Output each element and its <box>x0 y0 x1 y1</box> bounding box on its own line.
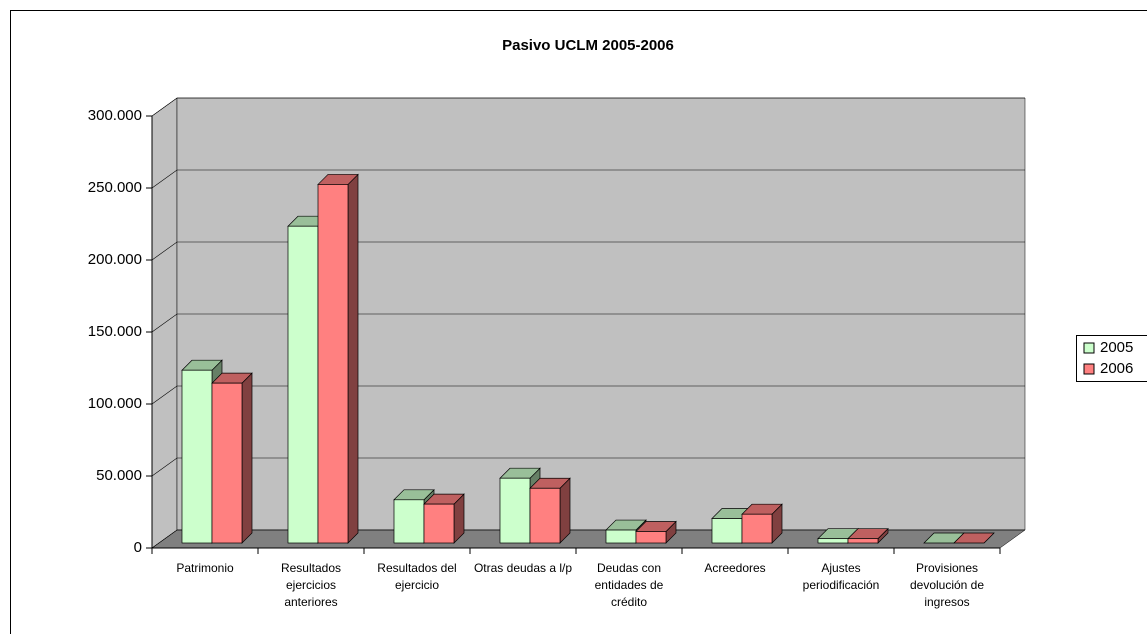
legend-swatch <box>1083 363 1095 375</box>
bar <box>711 518 743 544</box>
grid-line <box>151 457 1025 477</box>
y-tick-label: 250.000 <box>88 179 142 196</box>
y-tick-label: 100.000 <box>88 395 142 412</box>
legend-label: 2005 <box>1100 339 1133 356</box>
bar <box>423 503 455 544</box>
grid-line <box>151 97 1025 117</box>
bar <box>211 382 243 544</box>
bar-side <box>241 372 253 544</box>
y-tick-label: 300.000 <box>88 107 142 124</box>
bar <box>287 225 319 544</box>
bar <box>499 477 531 544</box>
legend-label: 2006 <box>1100 360 1133 377</box>
x-tick-label: Resultados del ejercicio <box>377 561 457 592</box>
bar <box>817 538 849 544</box>
bar <box>317 184 349 544</box>
x-tick-label: Patrimonio <box>176 561 234 575</box>
bar <box>529 487 561 544</box>
bar <box>847 538 879 544</box>
x-tick-label: Provisiones devolución de ingresos <box>909 561 985 609</box>
y-tick-label: 50.000 <box>96 467 142 484</box>
bar <box>393 499 425 544</box>
y-tick-label: 150.000 <box>88 323 142 340</box>
y-tick-label: 200.000 <box>88 251 142 268</box>
grid-line <box>151 385 1025 405</box>
legend-swatch <box>1083 342 1095 354</box>
bar <box>181 369 213 544</box>
bar <box>605 529 637 544</box>
x-tick-label: Ajustes periodificación <box>802 561 880 592</box>
x-tick-label: Resultados ejercicios anteriores <box>280 561 342 609</box>
y-tick-label: 0 <box>134 539 142 556</box>
x-tick-label: Acreedores <box>704 561 766 575</box>
grid-line <box>151 313 1025 333</box>
bar-top <box>953 532 995 544</box>
grid-line <box>151 241 1025 261</box>
x-tick-label: Otras deudas a l/p <box>473 561 573 575</box>
bar-side <box>559 477 571 544</box>
bar <box>741 513 773 544</box>
floor <box>151 529 1026 549</box>
x-tick-label: Deudas con entidades de crédito <box>594 561 664 609</box>
bar <box>635 531 667 544</box>
bar-side <box>347 173 359 544</box>
chart-title: Pasivo UCLM 2005-2006 <box>502 37 674 54</box>
grid-line <box>151 169 1025 189</box>
